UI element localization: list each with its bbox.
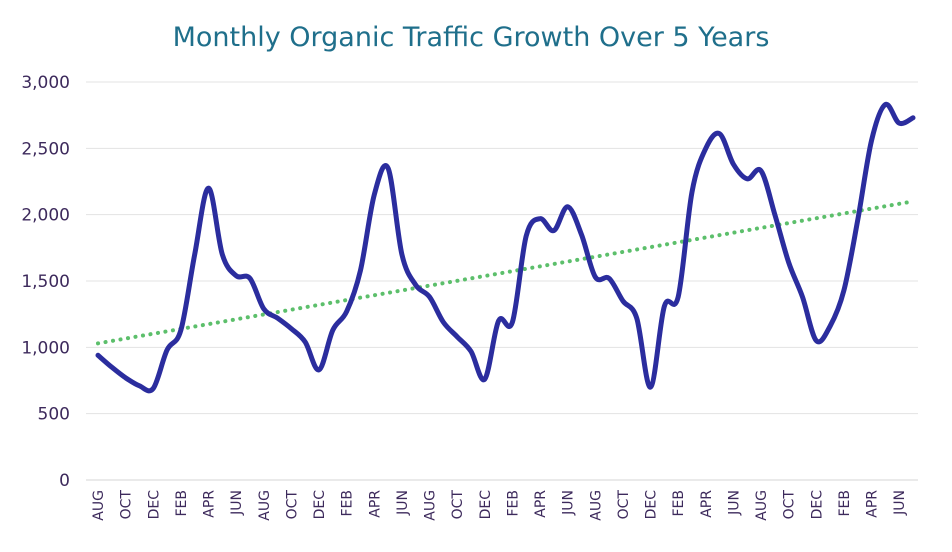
x-tick-label: FEB bbox=[505, 490, 521, 517]
y-tick-label: 3,000 bbox=[21, 73, 70, 93]
trendline bbox=[96, 199, 915, 346]
x-tick-label: AUG bbox=[257, 490, 273, 521]
chart-title: Monthly Organic Traffic Growth Over 5 Ye… bbox=[173, 22, 770, 53]
x-tick-label: APR bbox=[367, 490, 383, 518]
x-tick-label: DEC bbox=[312, 490, 328, 520]
x-tick-label: OCT bbox=[450, 490, 466, 520]
x-tick-label: APR bbox=[533, 490, 549, 518]
x-tick-label: OCT bbox=[284, 490, 300, 520]
x-tick-label: JUN bbox=[561, 490, 577, 516]
x-tick-label: FEB bbox=[671, 490, 687, 517]
y-axis: 0 500 1,000 1,500 2,000 2,500 3,000 bbox=[21, 73, 70, 491]
x-tick-label: FEB bbox=[340, 490, 356, 517]
x-tick-label: OCT bbox=[119, 490, 135, 520]
x-tick-label: AUG bbox=[423, 490, 439, 521]
x-tick-label: JUN bbox=[726, 490, 742, 516]
y-tick-label: 1,500 bbox=[21, 272, 70, 292]
gridlines bbox=[86, 81, 918, 481]
x-tick-label: APR bbox=[699, 490, 715, 518]
x-tick-label: FEB bbox=[174, 490, 190, 517]
trendline-line bbox=[96, 199, 915, 346]
x-tick-label: AUG bbox=[588, 490, 604, 521]
x-tick-label: APR bbox=[202, 490, 218, 518]
x-axis: AUG OCT DEC FEB APR JUN AUG OCT DEC FEB APR JUN AUG O… bbox=[91, 490, 908, 521]
y-tick-label: 1,000 bbox=[21, 338, 70, 358]
x-tick-label: OCT bbox=[782, 490, 798, 520]
x-tick-label: OCT bbox=[616, 490, 632, 520]
x-tick-label: JUN bbox=[395, 490, 411, 516]
x-tick-label: AUG bbox=[754, 490, 770, 521]
x-tick-label: JUN bbox=[892, 490, 908, 516]
x-tick-label: JUN bbox=[229, 490, 245, 516]
x-tick-label: DEC bbox=[478, 490, 494, 520]
y-tick-label: 500 bbox=[38, 405, 70, 425]
series-group bbox=[95, 101, 916, 394]
x-tick-label: DEC bbox=[644, 490, 660, 520]
x-tick-label: DEC bbox=[809, 490, 825, 520]
x-tick-label: APR bbox=[865, 490, 881, 518]
y-tick-label: 2,500 bbox=[21, 139, 70, 159]
x-tick-label: AUG bbox=[91, 490, 107, 521]
y-tick-label: 2,000 bbox=[21, 206, 70, 226]
x-tick-label: DEC bbox=[146, 490, 162, 520]
x-tick-label: FEB bbox=[837, 490, 853, 517]
series-line bbox=[95, 101, 916, 394]
y-tick-label: 0 bbox=[59, 471, 70, 491]
